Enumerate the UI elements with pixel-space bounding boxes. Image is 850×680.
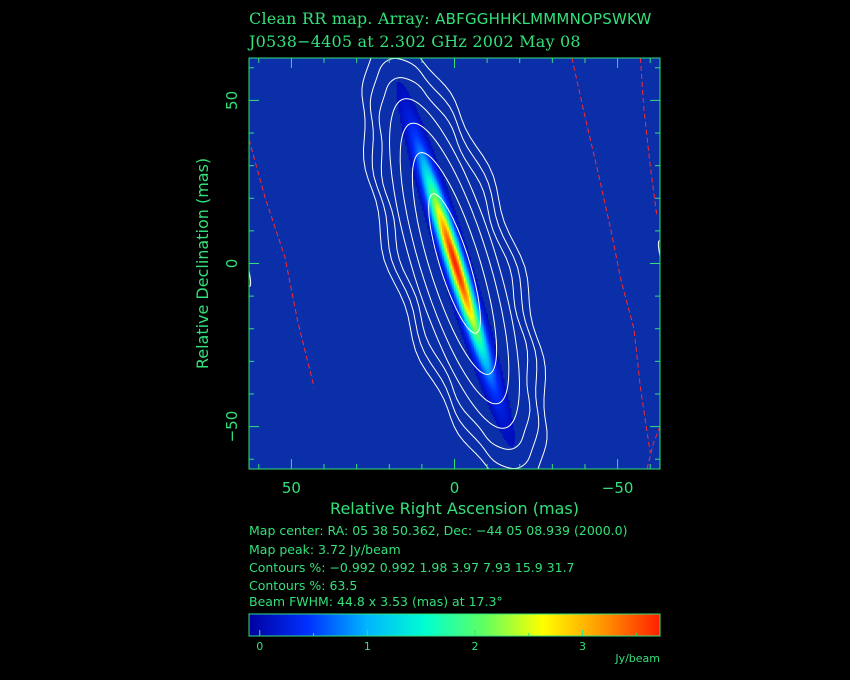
y-axis-label: Relative Declination (mas) <box>193 158 212 369</box>
map-center-info: Map center: RA: 05 38 50.362, Dec: −44 0… <box>249 523 628 538</box>
y-tick-label: 50 <box>223 91 241 110</box>
contours-info-1: Contours %: −0.992 0.992 1.98 3.97 7.93 … <box>249 560 575 575</box>
contour-level-6 <box>411 152 498 375</box>
colorbar-tick-label: 0 <box>256 640 263 653</box>
chart-title-line1: Clean RR map. Array: ABFGGHHKLMMMNOPSWKW <box>249 9 652 28</box>
chart-title-prefix: Clean RR map. Array: <box>249 9 436 28</box>
sidelobe-contour <box>667 266 707 391</box>
colorbar: Jy/beam 0 1 2 3 <box>248 613 661 665</box>
negative-contour <box>571 58 651 453</box>
colorbar-gradient <box>248 613 661 637</box>
intensity-map <box>396 82 515 448</box>
contour-level-4 <box>388 98 521 429</box>
array-stations: ABFGGHHKLMMMNOPSWKW <box>435 10 652 28</box>
contour-level-1 <box>361 58 548 469</box>
colorbar-tick-label: 1 <box>364 640 371 653</box>
colorbar-unit-label: Jy/beam <box>614 652 660 665</box>
axis-ticks: 50 0 −50 50 0 −50 <box>223 58 660 497</box>
y-tick-label: 0 <box>223 259 241 269</box>
contour-level-5 <box>399 122 510 405</box>
contour-level-7 <box>428 193 481 334</box>
x-axis-label: Relative Right Ascension (mas) <box>330 499 579 518</box>
y-tick-label: −50 <box>223 411 241 443</box>
map-peak-info: Map peak: 3.72 Jy/beam <box>249 542 401 557</box>
beam-info: Beam FWHM: 44.8 x 3.53 (mas) at 17.3° <box>249 594 503 609</box>
x-tick-label: 0 <box>450 479 460 497</box>
x-tick-label: 50 <box>282 479 301 497</box>
contour-level-3 <box>378 77 531 450</box>
x-tick-label: −50 <box>602 479 634 497</box>
colorbar-tick-label: 2 <box>471 640 478 653</box>
colorbar-tick-label: 3 <box>579 640 586 653</box>
chart-title-line2: J0538−4405 at 2.302 GHz 2002 May 08 <box>249 32 581 51</box>
negative-contour <box>249 139 315 388</box>
sidelobe-contour <box>249 267 252 287</box>
contour-level-2 <box>369 58 540 469</box>
negative-contour <box>639 58 658 215</box>
contour-overlay <box>249 58 707 469</box>
sidelobe-contour <box>657 240 660 260</box>
contours-info-2: Contours %: 63.5 <box>249 578 358 593</box>
negative-contour <box>646 426 660 469</box>
